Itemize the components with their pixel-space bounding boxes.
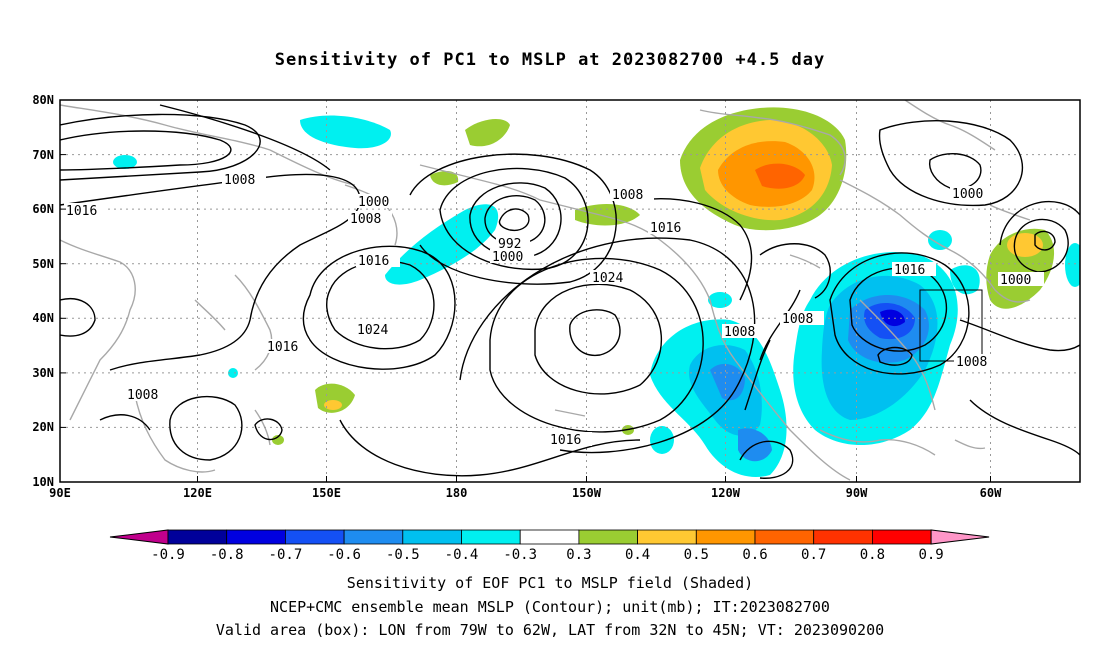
colorbar-swatch [519, 529, 580, 545]
lon-label: 120W [711, 486, 741, 500]
plot-frame [59, 99, 1081, 483]
colorbar-swatch [637, 529, 697, 545]
contour-label: 1008 [350, 212, 381, 227]
contour-labels: 1016 1008 1000 1008 1016 992 1000 1008 1… [64, 172, 1044, 448]
lat-label: 40N [32, 311, 54, 325]
contour-label: 1000 [952, 187, 983, 202]
map-title: Sensitivity of PC1 to MSLP at 2023082700… [274, 50, 826, 70]
lon-label: 120E [183, 486, 212, 500]
colorbar-label: 0.3 [566, 547, 591, 563]
colorbar-label: -0.9 [151, 547, 185, 563]
contour-label: 1016 [66, 204, 97, 219]
colorbar-label: -0.4 [445, 547, 479, 563]
colorbar-label: 0.9 [918, 547, 943, 563]
lat-label: 80N [32, 93, 54, 107]
contour-label: 1024 [357, 323, 388, 338]
colorbar-label: 0.5 [684, 547, 709, 563]
caption-line-2: NCEP+CMC ensemble mean MSLP (Contour); u… [270, 598, 830, 616]
lon-label: 150E [312, 486, 341, 500]
lat-label: 20N [32, 420, 54, 434]
contour-label: 1008 [956, 355, 987, 370]
colorbar-swatch [578, 529, 639, 545]
colorbar-label: 0.8 [860, 547, 885, 563]
contour-label: 1016 [894, 263, 925, 278]
graticule [60, 100, 1080, 482]
lat-label: 60N [32, 202, 54, 216]
colorbar-swatch [167, 529, 228, 545]
colorbar-label: -0.7 [269, 547, 303, 563]
colorbar-arrow-left [109, 529, 169, 545]
shade-bering-negative [300, 115, 391, 149]
contour-label: 1000 [358, 195, 389, 210]
lon-label: 180 [446, 486, 468, 500]
lat-label: 70N [32, 148, 54, 162]
contour-label: 1008 [724, 325, 755, 340]
contour-label: 1016 [358, 254, 389, 269]
contour-label: 1008 [612, 188, 643, 203]
contour-label: 1008 [224, 173, 255, 188]
valid-area-box [919, 289, 983, 362]
lon-label: 60W [980, 486, 1002, 500]
colorbar-label: -0.8 [210, 547, 244, 563]
contour-label: 1016 [650, 221, 681, 236]
contour-label: 1000 [492, 250, 523, 265]
contour-label: 1008 [127, 388, 158, 403]
contour-label: 992 [498, 237, 521, 252]
colorbar-swatch [284, 529, 345, 545]
colorbar-swatch [872, 529, 932, 545]
mslp-contours [60, 104, 1080, 479]
lon-label: 90W [846, 486, 868, 500]
colorbar-arrow-right [930, 529, 990, 545]
contour-label: 1008 [782, 312, 813, 327]
caption-line-1: Sensitivity of EOF PC1 to MSLP field (Sh… [346, 574, 754, 592]
colorbar-swatch [754, 529, 815, 545]
lat-label: 30N [32, 366, 54, 380]
lat-label: 10N [32, 475, 54, 489]
caption-line-3: Valid area (box): LON from 79W to 62W, L… [215, 621, 885, 639]
lon-label: 90E [49, 486, 71, 500]
lat-label: 50N [32, 257, 54, 271]
contour-label: 1016 [550, 433, 581, 448]
colorbar-swatch [813, 529, 873, 545]
colorbar-label: -0.6 [327, 547, 361, 563]
longitude-labels: 90E 120E 150E 180 150W 120W 90W 60W [49, 486, 1002, 500]
colorbar-label: -0.3 [503, 547, 537, 563]
contour-label: 1000 [1000, 273, 1031, 288]
colorbar-swatch [226, 529, 286, 545]
colorbar-label: -0.5 [386, 547, 420, 563]
colorbar-label: 0.6 [742, 547, 767, 563]
latitude-labels: 80N 70N 60N 50N 40N 30N 20N 10N [32, 93, 54, 489]
ticks [60, 99, 991, 483]
contour-label: 1016 [267, 340, 298, 355]
contour-label: 1024 [592, 271, 623, 286]
colorbar-label: 0.7 [801, 547, 826, 563]
colorbar-swatch [343, 529, 404, 545]
colorbar-label: 0.4 [625, 547, 650, 563]
colorbar-swatch [402, 529, 462, 545]
colorbar-swatch [695, 529, 756, 545]
colorbar-swatch [461, 529, 521, 545]
lon-label: 150W [572, 486, 602, 500]
colorbar: -0.9 -0.8 -0.7 -0.6 -0.5 -0.4 -0.3 0.3 0.4 0.5 0.6… [109, 529, 990, 563]
